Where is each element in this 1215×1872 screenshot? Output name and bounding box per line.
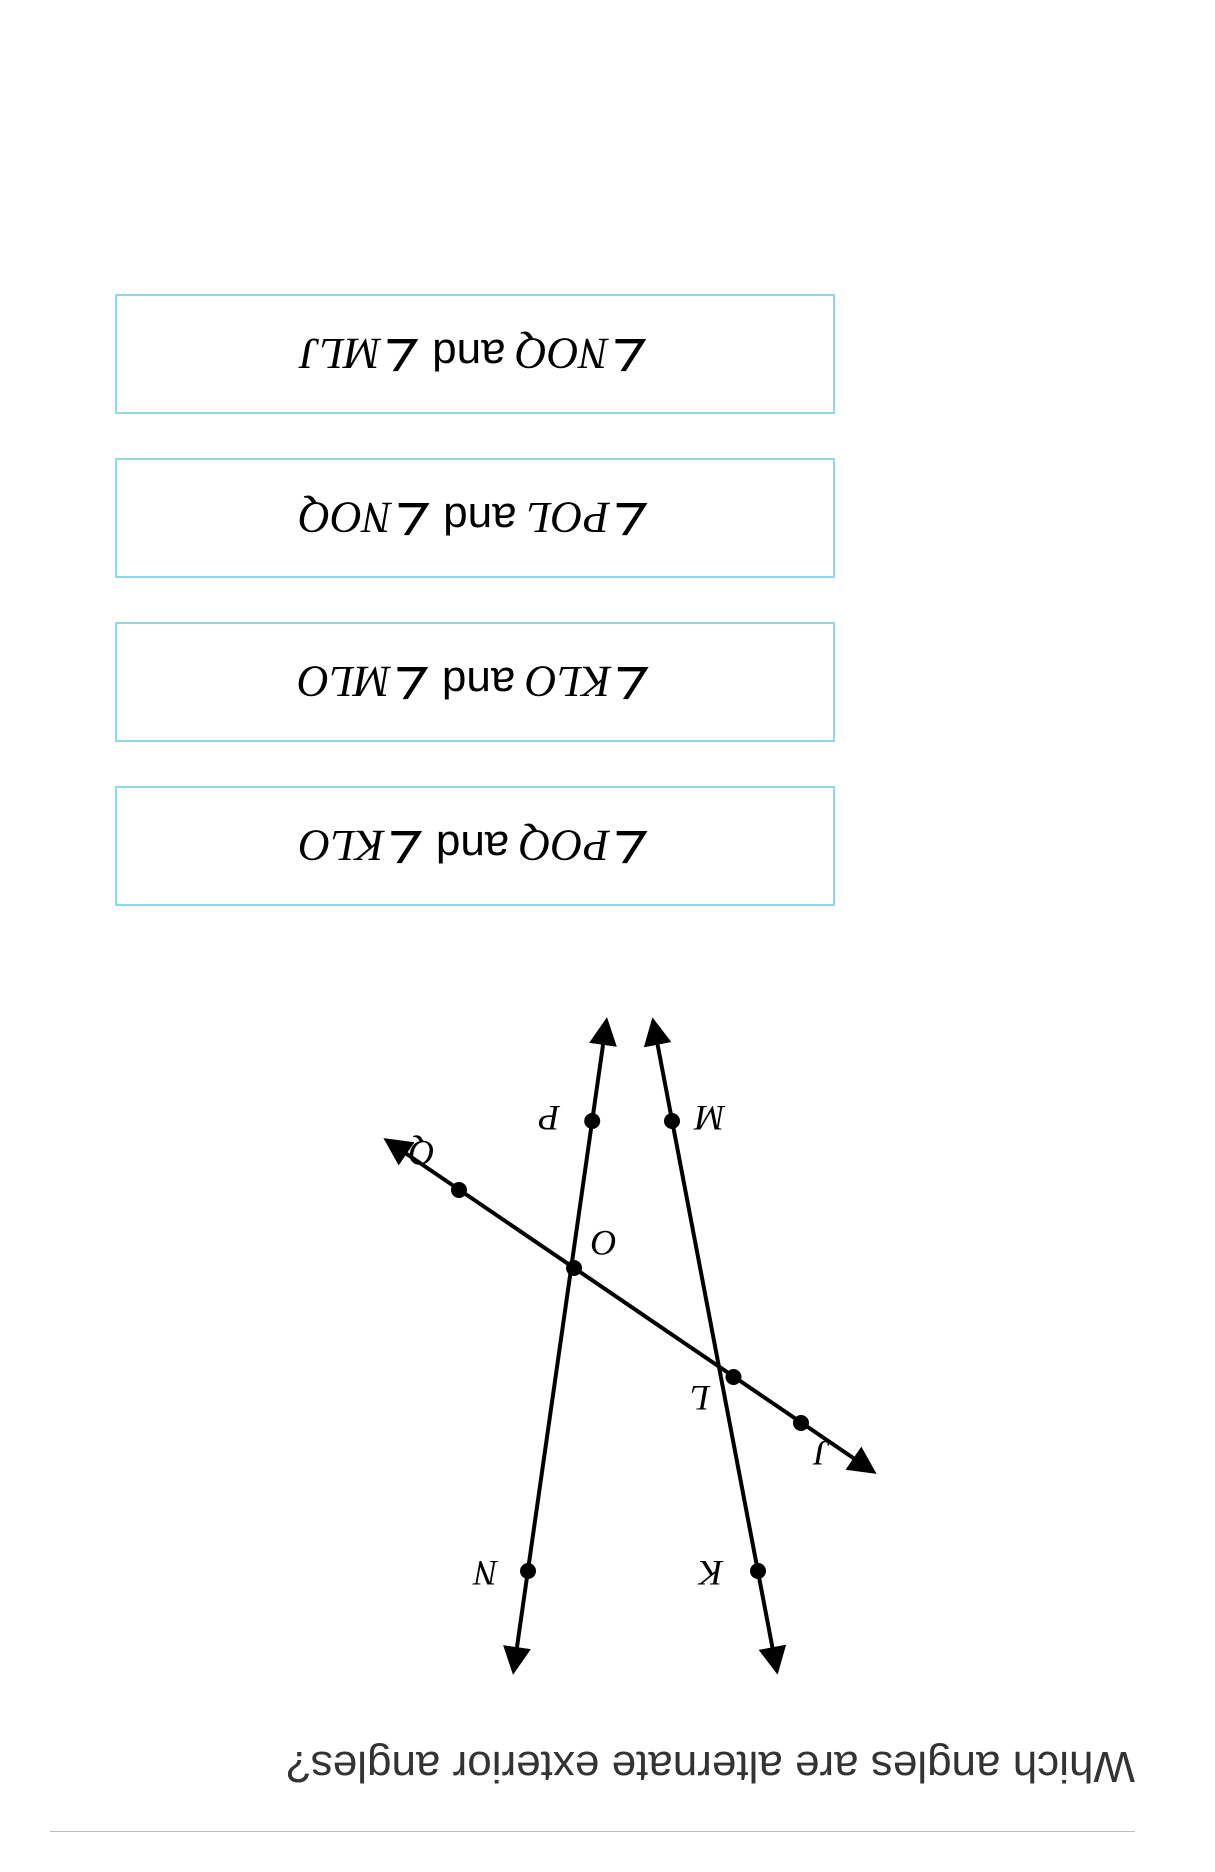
point-O: [566, 1260, 582, 1276]
point-M: [664, 1113, 680, 1129]
label-J: J: [812, 1433, 830, 1473]
point-L: [726, 1369, 742, 1385]
label-N: N: [472, 1553, 499, 1593]
answer-options: ∠POQ and ∠KLO ∠KLO and ∠MLO ∠POL and ∠NOQ ∠…: [50, 294, 1135, 906]
label-K: K: [697, 1553, 724, 1593]
point-J: [793, 1415, 809, 1431]
answer-option-3[interactable]: ∠POL and ∠NOQ: [115, 458, 835, 578]
answer-option-4[interactable]: ∠NOQ and ∠MLJ: [115, 294, 835, 414]
label-O: O: [591, 1223, 617, 1263]
point-N: [520, 1563, 536, 1579]
point-K: [750, 1563, 766, 1579]
label-M: M: [693, 1098, 726, 1138]
label-P: P: [538, 1098, 561, 1138]
question-text: Which angles are alternate exterior angl…: [50, 1741, 1135, 1791]
angle-diagram: K N J L O Q M P: [315, 986, 1135, 1711]
label-Q: Q: [409, 1133, 435, 1173]
answer-option-2[interactable]: ∠KLO and ∠MLO: [115, 622, 835, 742]
point-Q: [451, 1182, 467, 1198]
point-P: [584, 1113, 600, 1129]
answer-option-1[interactable]: ∠POQ and ∠KLO: [115, 786, 835, 906]
label-L: L: [690, 1378, 711, 1418]
